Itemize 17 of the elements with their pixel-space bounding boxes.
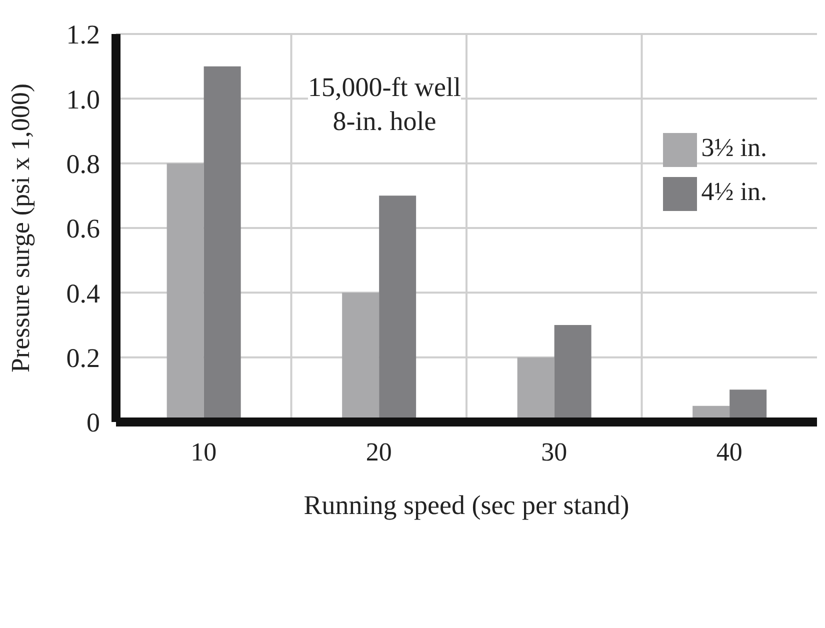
x-axis-title: Running speed (sec per stand) [304,490,630,520]
y-tick-label: 0 [86,408,100,438]
y-tick-label: 0.4 [66,278,100,308]
y-axis-title: Pressure surge (psi x 1,000) [6,83,36,373]
y-tick-label: 1.2 [66,20,100,50]
x-tick-label: 10 [190,437,217,466]
y-tick-label: 1.0 [66,84,100,114]
annotation: 15,000-ft well [308,71,461,104]
x-tick-label: 20 [366,437,392,466]
y-tick-label: 0.2 [66,342,100,373]
x-tick-label: 40 [716,437,742,466]
legend-label: 3½ in. [701,133,767,162]
legend-label: 4½ in. [701,177,767,206]
annotation: 8-in. hole [332,105,438,138]
y-tick-label: 0.8 [66,148,100,179]
x-tick-label: 30 [541,437,568,466]
y-tick-label: 0.6 [66,214,100,244]
